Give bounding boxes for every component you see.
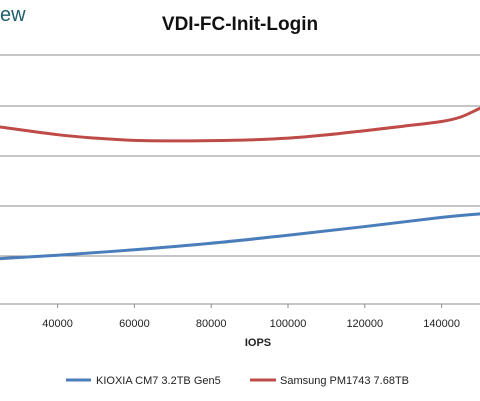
series-lines [0, 106, 480, 261]
x-tick-label: 100000 [270, 318, 307, 330]
logo-fragment: ew [0, 4, 26, 26]
legend: KIOXIA CM7 3.2TB Gen5 Samsung PM1743 7.68… [66, 375, 409, 387]
gridlines [0, 54, 480, 305]
x-tick-labels: 40000 60000 80000 100000 120000 140000 [42, 318, 460, 330]
legend-label: KIOXIA CM7 3.2TB Gen5 [96, 375, 221, 387]
x-tick-label: 60000 [119, 318, 150, 330]
x-tick-label: 120000 [346, 318, 383, 330]
legend-label: Samsung PM1743 7.68TB [280, 375, 409, 387]
x-tick-label: 140000 [423, 318, 460, 330]
x-tick-label: 80000 [196, 318, 227, 330]
axes [57, 304, 443, 308]
x-tick-label: 40000 [42, 318, 73, 330]
x-axis-title: IOPS [245, 337, 271, 349]
series-line-1 [0, 212, 480, 261]
chart-title: VDI-FC-Init-Login [161, 14, 319, 35]
series-line-2 [0, 106, 480, 143]
